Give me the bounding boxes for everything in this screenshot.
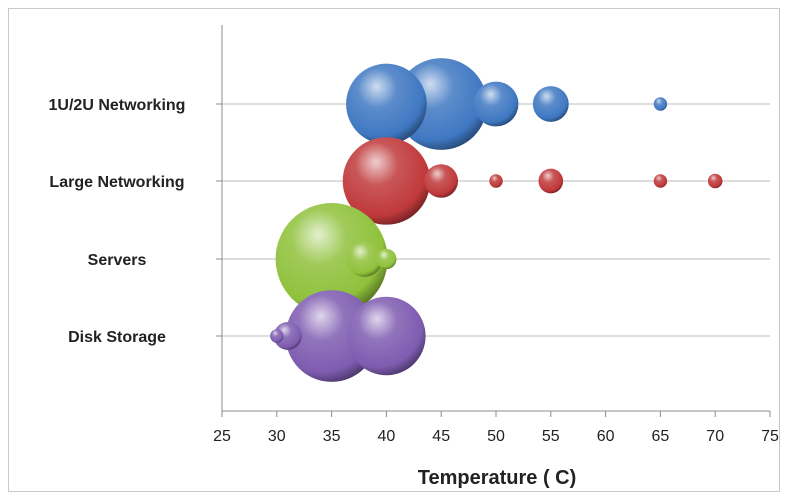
x-tick-label: 40 [378, 428, 396, 445]
category-label: Servers [88, 252, 147, 269]
bubble-point [376, 248, 397, 270]
bubbles [270, 58, 723, 382]
bubble-point [538, 168, 564, 194]
bubble-point [489, 174, 503, 188]
category-label: Disk Storage [68, 329, 166, 346]
bubble-point [473, 81, 519, 127]
bubble-point [532, 86, 569, 122]
bubble-point [346, 63, 427, 145]
x-tick-label: 25 [213, 428, 231, 445]
bubble-point [347, 296, 426, 376]
axes [216, 25, 771, 417]
bubble-point [707, 173, 723, 189]
bubble-point [342, 137, 431, 225]
x-tick-label: 45 [432, 428, 450, 445]
x-tick-label: 50 [487, 428, 505, 445]
category-label: Large Networking [49, 174, 184, 191]
x-axis-title: Temperature ( C) [418, 467, 577, 489]
bubble-point [653, 97, 668, 111]
bubble-point [653, 174, 668, 188]
x-tick-label: 55 [542, 428, 560, 445]
x-tick-label: 70 [706, 428, 724, 445]
bubble-point [275, 203, 388, 315]
bubble-point [273, 322, 302, 350]
x-tick-label: 65 [652, 428, 670, 445]
bubble-point [270, 329, 284, 343]
bubble-point [424, 164, 459, 198]
x-tick-label: 75 [761, 428, 779, 445]
category-label: 1U/2U Networking [49, 97, 186, 114]
x-tick-label: 35 [323, 428, 341, 445]
x-tick-label: 60 [597, 428, 615, 445]
x-tick-label: 30 [268, 428, 286, 445]
bubble-point [346, 241, 383, 277]
labels: 25 30 35 40 45 50 55 60 65 70 75 1U/2U Networking La… [49, 97, 779, 445]
bubble-point [285, 290, 378, 382]
